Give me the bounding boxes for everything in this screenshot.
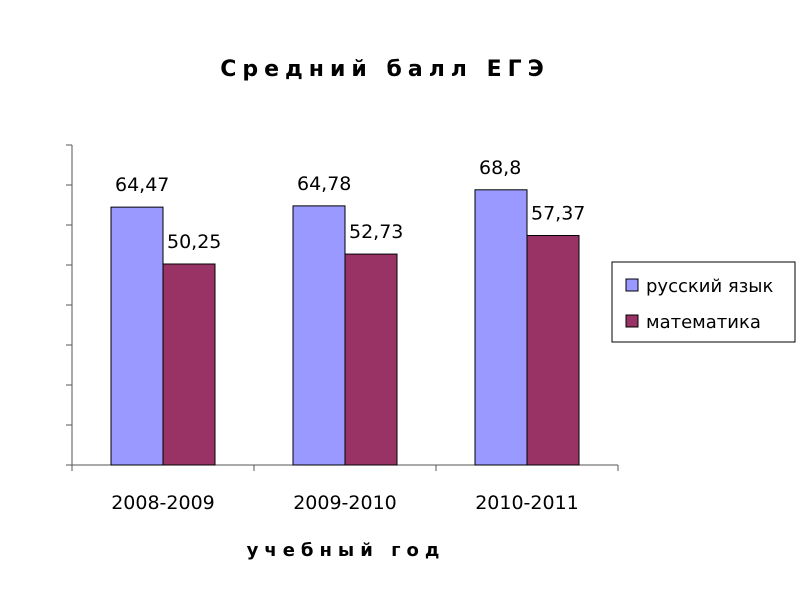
plot-area: 64,47 50,25 2008-2009 64,78 52,73 2009-2010 68… xyxy=(66,144,619,514)
data-label: 68,8 xyxy=(479,157,521,179)
x-tick-label: 2009-2010 xyxy=(293,492,397,514)
legend-swatch xyxy=(625,278,639,292)
bar-math-2010-2011 xyxy=(526,235,580,466)
legend-box xyxy=(611,261,796,343)
data-label: 64,47 xyxy=(115,174,169,196)
x-tick-label: 2008-2009 xyxy=(111,492,215,514)
x-axis-label: учебный год xyxy=(247,540,446,561)
data-label: 52,73 xyxy=(349,221,403,243)
data-label: 64,78 xyxy=(297,173,351,195)
bar-math-2009-2010 xyxy=(344,253,398,466)
data-label: 50,25 xyxy=(167,231,221,253)
legend-label: русский язык xyxy=(646,276,773,297)
legend: русский язык математика xyxy=(611,261,796,343)
chart-title: Средний балл ЕГЭ xyxy=(220,57,550,82)
data-label: 57,37 xyxy=(531,203,585,225)
bar-russian-2008-2009 xyxy=(110,206,164,466)
bar-math-2008-2009 xyxy=(162,263,216,466)
legend-swatch xyxy=(625,314,639,328)
legend-label: математика xyxy=(646,312,761,333)
x-tick-label: 2010-2011 xyxy=(475,492,579,514)
bar-russian-2010-2011 xyxy=(474,189,528,466)
bar-russian-2009-2010 xyxy=(292,205,346,466)
